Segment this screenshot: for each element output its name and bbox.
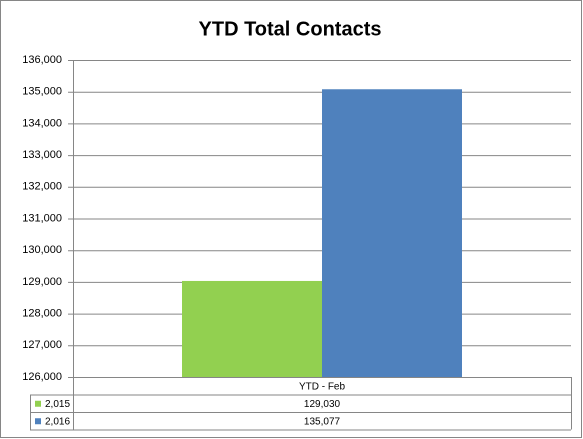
y-tick-label: 136,000	[22, 54, 62, 66]
x-tick-label: YTD - Feb	[299, 381, 346, 392]
y-tick-label: 131,000	[22, 212, 62, 224]
y-tick-label: 134,000	[22, 117, 62, 129]
chart-title: YTD Total Contacts	[199, 18, 382, 40]
y-tick-label: 130,000	[22, 244, 62, 256]
table-value: 135,077	[304, 416, 341, 427]
y-tick-label: 127,000	[22, 339, 62, 351]
legend-label: 2,016	[45, 416, 70, 427]
y-tick-label: 133,000	[22, 149, 62, 161]
bar	[322, 89, 462, 378]
y-tick-label: 129,000	[22, 276, 62, 288]
table-value: 129,030	[304, 399, 341, 410]
y-tick-label: 132,000	[22, 181, 62, 193]
y-tick-label: 126,000	[22, 371, 62, 383]
legend-key	[35, 418, 41, 425]
y-tick-label: 128,000	[22, 308, 62, 320]
bar	[182, 280, 322, 377]
y-tick-label: 135,000	[22, 86, 62, 98]
legend-key	[35, 400, 41, 407]
legend-label: 2,015	[45, 399, 70, 410]
